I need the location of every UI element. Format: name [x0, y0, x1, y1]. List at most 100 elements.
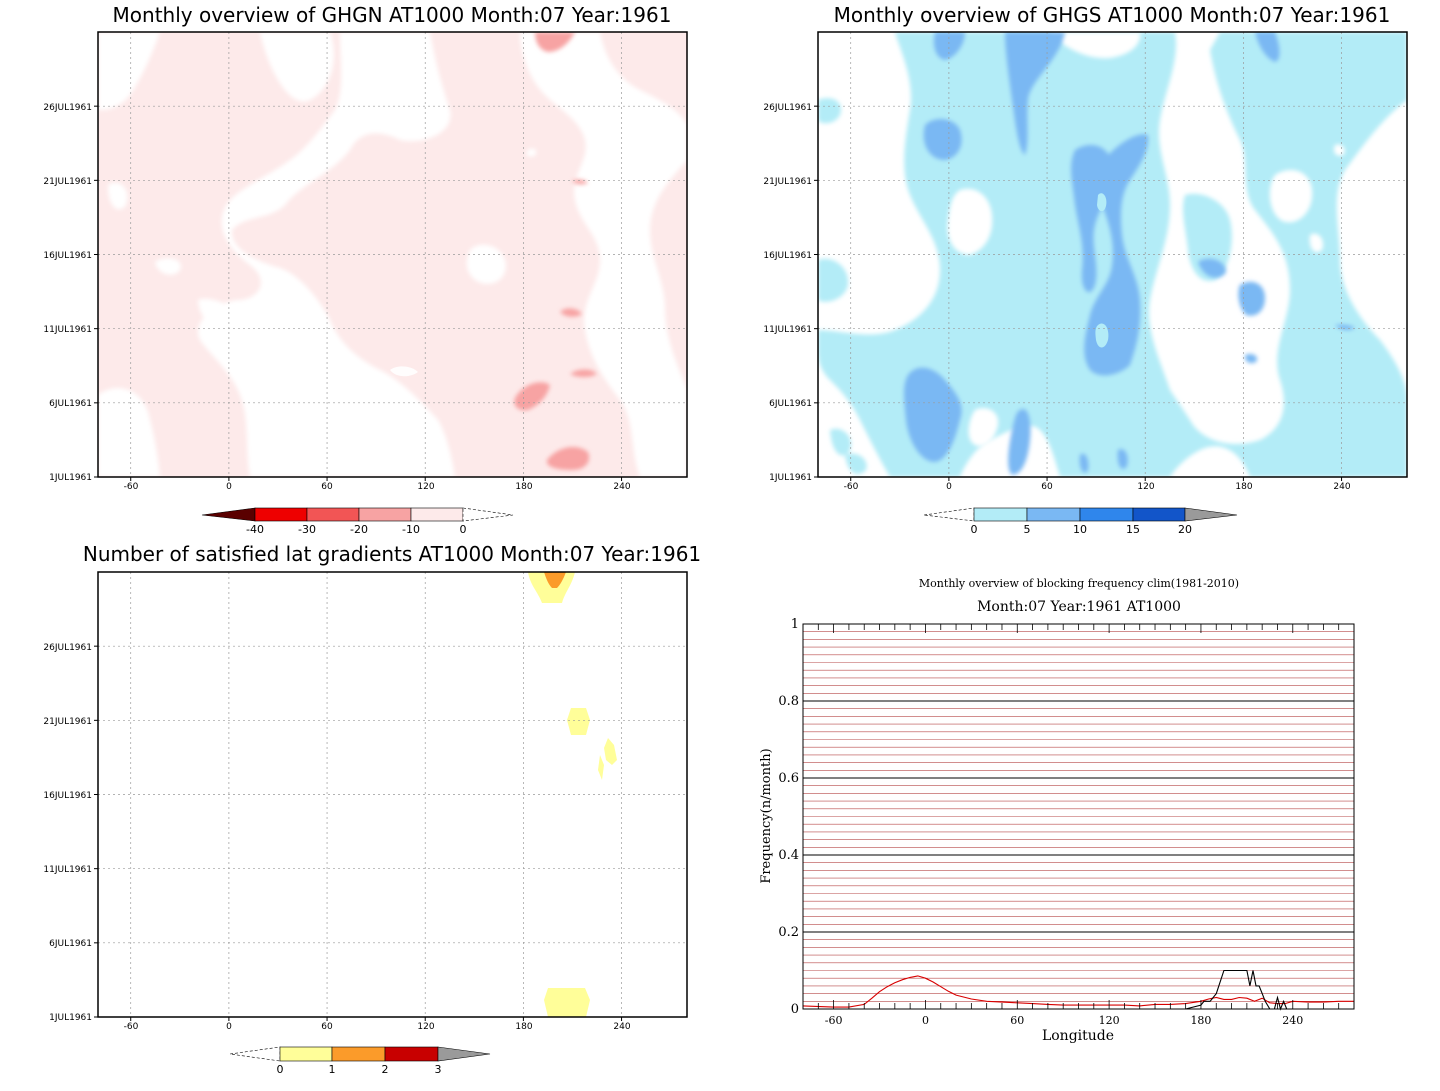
panel-ghgs-title: Monthly overview of GHGS AT1000 Month:07… [834, 3, 1391, 27]
blocking-chart-subtitle: Month:07 Year:1961 AT1000 [977, 599, 1181, 615]
x-tick-label: 180 [515, 482, 532, 492]
colorbar-label: 1 [329, 1063, 336, 1076]
climatology-line [802, 975, 1354, 1008]
colorbar-swatch [358, 507, 412, 522]
colorbar-swatch [1184, 507, 1238, 522]
colorbar-swatch [201, 507, 256, 522]
colorbar-swatch [1079, 507, 1134, 522]
colorbar-label: -20 [350, 523, 368, 536]
x-tick-label: 0 [922, 1014, 929, 1027]
y-tick-label: 0.8 [778, 694, 799, 709]
colorbar-label: 0 [460, 523, 467, 536]
x-tick-label: 120 [1099, 1014, 1120, 1027]
y-tick-label: 1JUL1961 [49, 473, 92, 483]
x-tick-label: 240 [613, 1022, 630, 1032]
panel-ghgn: Monthly overview of GHGN AT1000 Month:07… [43, 3, 688, 536]
x-tick-label: 120 [417, 1022, 434, 1032]
panel-ghgs: Monthly overview of GHGS AT1000 Month:07… [763, 3, 1408, 536]
x-tick-label: 180 [1235, 482, 1252, 492]
colorbar-label: 20 [1178, 523, 1192, 536]
y-tick-label: 21JUL1961 [43, 177, 92, 187]
panel-ghgs-xticks: -60 0 60 120 180 240 [844, 482, 1351, 492]
panel-ghgn-frame [97, 31, 688, 478]
y-tick-label: 0 [791, 1002, 799, 1017]
panel-blocking-frequency: Monthly overview of blocking frequency c… [759, 577, 1355, 1044]
panel-ghgs-grid [814, 32, 1407, 481]
y-tick-label: 1JUL1961 [49, 1013, 92, 1023]
panel-gradients: Number of satisfied lat gradients AT1000… [43, 542, 701, 1076]
y-tick-label: 6JUL1961 [769, 399, 812, 409]
panel-gradients-title: Number of satisfied lat gradients AT1000… [83, 542, 701, 566]
y-tick-label: 11JUL1961 [43, 865, 92, 875]
panel-gradients-grid [94, 572, 687, 1021]
y-tick-label: 26JUL1961 [763, 103, 812, 113]
blocking-chart-grid [803, 631, 1354, 1002]
y-tick-label: 1JUL1961 [769, 473, 812, 483]
y-tick-label: 21JUL1961 [43, 717, 92, 727]
x-tick-label: 60 [1041, 482, 1053, 492]
y-tick-label: 16JUL1961 [763, 251, 812, 261]
colorbar-swatch [254, 507, 308, 522]
colorbar-swatch [1026, 507, 1081, 522]
colorbar-swatch [437, 1046, 491, 1062]
x-tick-label: -60 [825, 1014, 843, 1027]
panel-gradients-frame [97, 571, 688, 1018]
panel-ghgn-colorbar: -40 -30 -20 -10 0 [201, 507, 514, 536]
panel-ghgn-grid [94, 32, 687, 481]
colorbar-label: 15 [1126, 523, 1140, 536]
colorbar-label: 0 [971, 523, 978, 536]
colorbar-swatch [279, 1046, 333, 1062]
colorbar-label: -30 [298, 523, 316, 536]
panel-ghgn-xticks: -60 0 60 120 180 240 [124, 482, 631, 492]
colorbar-label: -10 [402, 523, 420, 536]
x-tick-label: 120 [1137, 482, 1154, 492]
y-tick-label: 1 [791, 617, 799, 632]
y-tick-label: 16JUL1961 [43, 791, 92, 801]
colorbar-label: 10 [1073, 523, 1087, 536]
x-tick-label: 180 [1190, 1014, 1211, 1027]
colorbar-swatch [462, 507, 514, 522]
x-tick-label: 240 [613, 482, 630, 492]
panel-ghgn-title: Monthly overview of GHGN AT1000 Month:07… [113, 3, 672, 27]
x-tick-label: 240 [1333, 482, 1350, 492]
x-tick-label: 0 [226, 1022, 232, 1032]
colorbar-swatch [306, 507, 360, 522]
blocking-chart-ylabel: Frequency(n/month) [759, 748, 774, 883]
y-tick-label: 11JUL1961 [43, 325, 92, 335]
y-tick-label: 26JUL1961 [43, 643, 92, 653]
x-tick-label: 60 [321, 1022, 333, 1032]
x-tick-label: -60 [124, 482, 139, 492]
blocking-chart-series [802, 969, 1354, 1011]
x-tick-label: -60 [124, 1022, 139, 1032]
panel-ghgs-yticks: 1JUL1961 6JUL1961 11JUL1961 16JUL1961 21… [763, 103, 812, 483]
colorbar-swatch [331, 1046, 386, 1062]
x-tick-label: 60 [1010, 1014, 1024, 1027]
panel-ghgs-colorbar: 0 5 10 15 20 [923, 507, 1238, 536]
x-tick-label: 120 [417, 482, 434, 492]
blocking-chart-xlabel: Longitude [1042, 1028, 1114, 1044]
blocking-chart-ticks: -60 0 60 120 180 240 0 0.2 0.4 0.6 0.8 1 [778, 617, 1355, 1027]
y-tick-label: 6JUL1961 [49, 399, 92, 409]
y-tick-label: 21JUL1961 [763, 177, 812, 187]
panel-gradients-yticks: 1JUL1961 6JUL1961 11JUL1961 16JUL1961 21… [43, 643, 92, 1023]
colorbar-label: 3 [435, 1063, 442, 1076]
colorbar-swatch [973, 507, 1028, 522]
x-tick-label: 0 [226, 482, 232, 492]
x-tick-label: 240 [1282, 1014, 1303, 1027]
x-tick-label: 0 [946, 482, 952, 492]
y-tick-label: 26JUL1961 [43, 103, 92, 113]
panel-ghgn-yticks: 1JUL1961 6JUL1961 11JUL1961 16JUL1961 21… [43, 103, 92, 483]
colorbar-label: 5 [1024, 523, 1031, 536]
x-tick-label: 60 [321, 482, 333, 492]
colorbar-swatch [410, 507, 464, 522]
frequency-line [803, 969, 1354, 1011]
x-tick-label: -60 [844, 482, 859, 492]
x-tick-label: 180 [515, 1022, 532, 1032]
panel-gradients-colorbar: 0 1 2 3 [229, 1046, 491, 1076]
colorbar-swatch [1132, 507, 1186, 522]
colorbar-swatch [229, 1046, 281, 1062]
colorbar-swatch [923, 507, 975, 522]
colorbar-swatch [384, 1046, 439, 1062]
y-tick-label: 0.4 [778, 848, 799, 863]
